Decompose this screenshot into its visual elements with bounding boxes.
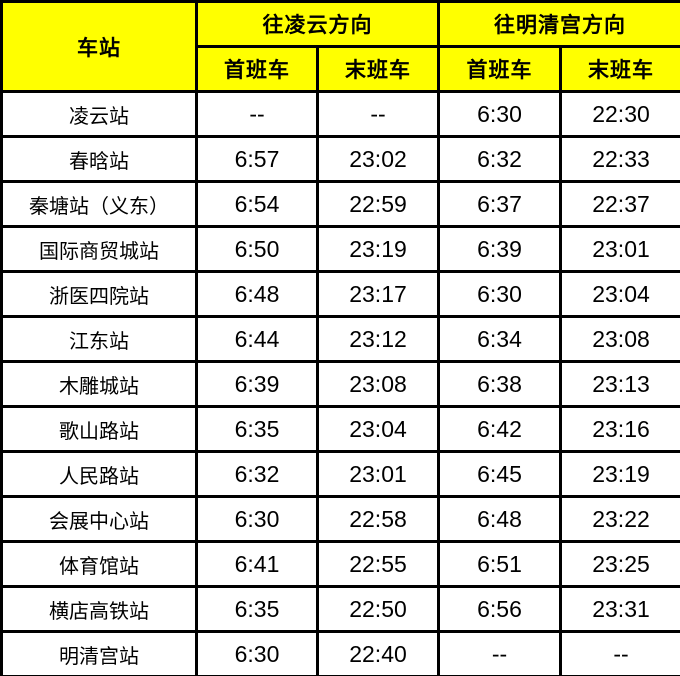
time-cell: 23:31	[559, 585, 680, 633]
table-row: 国际商贸城站 6:50 23:19 6:39 23:01	[0, 225, 680, 273]
time-cell: 6:44	[195, 315, 319, 363]
time-cell: 22:59	[316, 180, 440, 228]
table-row: 江东站 6:44 23:12 6:34 23:08	[0, 315, 680, 363]
time-cell: 6:30	[437, 270, 562, 318]
station-cell: 江东站	[0, 315, 198, 363]
time-cell: 23:01	[559, 225, 680, 273]
time-cell: 6:30	[195, 630, 319, 676]
time-cell: 6:35	[195, 405, 319, 453]
time-cell: 23:16	[559, 405, 680, 453]
station-cell: 横店高铁站	[0, 585, 198, 633]
time-cell: 6:35	[195, 585, 319, 633]
time-cell: 6:48	[437, 495, 562, 543]
direction-header-mingqinggong: 往明清宫方向	[437, 0, 680, 48]
station-cell: 国际商贸城站	[0, 225, 198, 273]
time-cell: 6:39	[195, 360, 319, 408]
header-row-directions: 车站 往凌云方向 往明清宫方向	[0, 0, 680, 93]
time-cell: 6:39	[437, 225, 562, 273]
time-cell: --	[195, 90, 319, 138]
time-cell: 6:51	[437, 540, 562, 588]
time-cell: 23:19	[559, 450, 680, 498]
time-cell: --	[559, 630, 680, 676]
time-cell: 22:40	[316, 630, 440, 676]
time-cell: 6:57	[195, 135, 319, 183]
time-cell: 23:08	[559, 315, 680, 363]
table-row: 人民路站 6:32 23:01 6:45 23:19	[0, 450, 680, 498]
time-cell: 22:37	[559, 180, 680, 228]
time-cell: 22:55	[316, 540, 440, 588]
station-cell: 明清宫站	[0, 630, 198, 676]
time-cell: 6:54	[195, 180, 319, 228]
time-cell: 22:50	[316, 585, 440, 633]
time-cell: 6:30	[195, 495, 319, 543]
table-row: 会展中心站 6:30 22:58 6:48 23:22	[0, 495, 680, 543]
time-cell: 6:48	[195, 270, 319, 318]
time-cell: --	[437, 630, 562, 676]
table-row: 秦塘站（义东） 6:54 22:59 6:37 22:37	[0, 180, 680, 228]
last-train-header-mingqinggong: 末班车	[559, 45, 680, 93]
time-cell: 23:04	[559, 270, 680, 318]
time-cell: 6:45	[437, 450, 562, 498]
table-row: 歌山路站 6:35 23:04 6:42 23:16	[0, 405, 680, 453]
first-train-header-mingqinggong: 首班车	[437, 45, 562, 93]
time-cell: 23:17	[316, 270, 440, 318]
time-cell: 23:25	[559, 540, 680, 588]
time-cell: 6:32	[195, 450, 319, 498]
table-row: 明清宫站 6:30 22:40 -- --	[0, 630, 680, 676]
header-row-subheaders: 首班车 末班车 首班车 末班车	[2, 45, 680, 93]
first-train-header-lingyun: 首班车	[195, 45, 319, 93]
time-cell: 6:42	[437, 405, 562, 453]
time-cell: 23:04	[316, 405, 440, 453]
time-cell: 23:08	[316, 360, 440, 408]
time-cell: --	[316, 90, 440, 138]
station-cell: 秦塘站（义东）	[0, 180, 198, 228]
table-row: 浙医四院站 6:48 23:17 6:30 23:04	[0, 270, 680, 318]
table-row: 体育馆站 6:41 22:55 6:51 23:25	[0, 540, 680, 588]
station-cell: 歌山路站	[0, 405, 198, 453]
station-cell: 体育馆站	[0, 540, 198, 588]
time-cell: 6:38	[437, 360, 562, 408]
table-row: 横店高铁站 6:35 22:50 6:56 23:31	[0, 585, 680, 633]
time-cell: 23:13	[559, 360, 680, 408]
station-cell: 木雕城站	[0, 360, 198, 408]
table-row: 春晗站 6:57 23:02 6:32 22:33	[0, 135, 680, 183]
time-cell: 6:56	[437, 585, 562, 633]
time-cell: 22:33	[559, 135, 680, 183]
station-cell: 春晗站	[0, 135, 198, 183]
time-cell: 23:01	[316, 450, 440, 498]
table-row: 凌云站 -- -- 6:30 22:30	[0, 90, 680, 138]
table-row: 木雕城站 6:39 23:08 6:38 23:13	[0, 360, 680, 408]
station-cell: 凌云站	[0, 90, 198, 138]
time-cell: 6:41	[195, 540, 319, 588]
station-cell: 浙医四院站	[0, 270, 198, 318]
direction-header-lingyun: 往凌云方向	[195, 0, 440, 48]
time-cell: 22:58	[316, 495, 440, 543]
time-cell: 6:32	[437, 135, 562, 183]
station-cell: 人民路站	[0, 450, 198, 498]
time-cell: 6:37	[437, 180, 562, 228]
time-cell: 6:34	[437, 315, 562, 363]
time-cell: 23:22	[559, 495, 680, 543]
timetable-header: 车站 往凌云方向 往明清宫方向 首班车 末班车 首班车 末班车	[0, 0, 680, 93]
station-column-header: 车站	[0, 0, 198, 93]
time-cell: 22:30	[559, 90, 680, 138]
time-cell: 23:02	[316, 135, 440, 183]
time-cell: 6:30	[437, 90, 562, 138]
last-train-header-lingyun: 末班车	[316, 45, 440, 93]
timetable-body: 凌云站 -- -- 6:30 22:30 春晗站 6:57 23:02 6:32…	[0, 90, 680, 676]
time-cell: 23:12	[316, 315, 440, 363]
station-cell: 会展中心站	[0, 495, 198, 543]
time-cell: 23:19	[316, 225, 440, 273]
time-cell: 6:50	[195, 225, 319, 273]
